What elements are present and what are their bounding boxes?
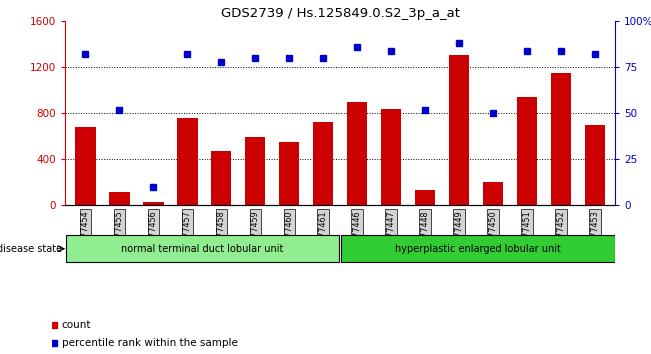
- Text: GSM177457: GSM177457: [183, 210, 192, 259]
- Text: GSM177450: GSM177450: [488, 210, 497, 259]
- Text: hyperplastic enlarged lobular unit: hyperplastic enlarged lobular unit: [395, 244, 561, 254]
- Text: GSM177460: GSM177460: [284, 210, 294, 259]
- Bar: [177, 118, 197, 205]
- Bar: [143, 202, 163, 205]
- Text: GSM177452: GSM177452: [557, 210, 565, 259]
- FancyBboxPatch shape: [66, 235, 339, 262]
- Text: GSM177446: GSM177446: [353, 210, 361, 259]
- Text: GSM177456: GSM177456: [149, 210, 158, 259]
- Bar: [279, 142, 299, 205]
- Text: GSM177449: GSM177449: [454, 210, 464, 259]
- Text: GSM177455: GSM177455: [115, 210, 124, 259]
- Bar: [517, 97, 537, 205]
- Title: GDS2739 / Hs.125849.0.S2_3p_a_at: GDS2739 / Hs.125849.0.S2_3p_a_at: [221, 7, 460, 20]
- Bar: [415, 190, 436, 205]
- Bar: [211, 151, 232, 205]
- Text: GSM177451: GSM177451: [522, 210, 531, 259]
- Text: count: count: [62, 320, 91, 330]
- Text: GSM177448: GSM177448: [421, 210, 430, 259]
- Text: GSM177459: GSM177459: [251, 210, 260, 259]
- Bar: [313, 122, 333, 205]
- Text: normal terminal duct lobular unit: normal terminal duct lobular unit: [122, 244, 284, 254]
- Text: disease state: disease state: [0, 244, 62, 254]
- Text: GSM177461: GSM177461: [319, 210, 327, 259]
- Bar: [381, 109, 401, 205]
- Bar: [483, 182, 503, 205]
- Bar: [449, 55, 469, 205]
- Bar: [245, 137, 266, 205]
- Text: GSM177447: GSM177447: [387, 210, 396, 259]
- Bar: [347, 102, 367, 205]
- Text: GSM177458: GSM177458: [217, 210, 226, 259]
- Bar: [76, 127, 96, 205]
- Text: percentile rank within the sample: percentile rank within the sample: [62, 338, 238, 348]
- Bar: [551, 73, 571, 205]
- Bar: [109, 192, 130, 205]
- FancyBboxPatch shape: [341, 235, 615, 262]
- Text: GSM177454: GSM177454: [81, 210, 90, 259]
- Bar: [585, 125, 605, 205]
- Text: GSM177453: GSM177453: [590, 210, 600, 259]
